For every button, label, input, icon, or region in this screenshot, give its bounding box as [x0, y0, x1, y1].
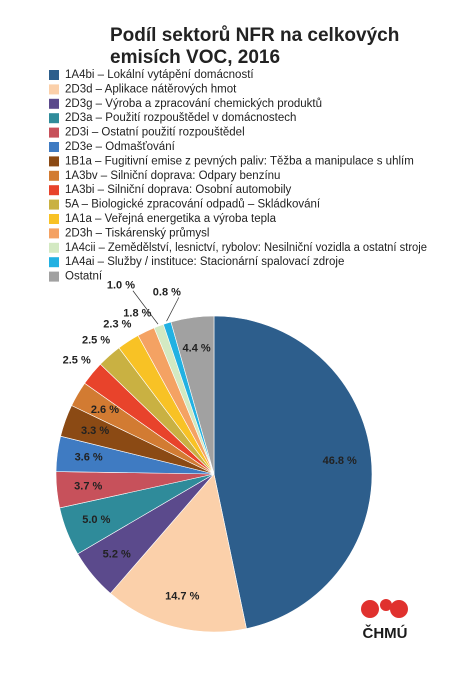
value-label: 5.2 % [103, 549, 131, 561]
legend-label: 1A1a – Veřejná energetika a výroba tepla [65, 213, 277, 225]
legend-label: 5A – Biologické zpracování odpadů – Sklá… [65, 199, 321, 211]
legend-label: 2D3e – Odmašťování [65, 141, 176, 153]
leader-line [166, 297, 180, 322]
legend-label: 2D3g – Výroba a zpracování chemických pr… [65, 98, 322, 110]
logo-dot [390, 600, 408, 618]
legend-swatch [49, 185, 59, 196]
legend-swatch [49, 142, 59, 152]
legend-label: 1A4cii – Zemědělství, lesnictví, rybolov… [65, 242, 427, 254]
legend-label: 1A4ai – Služby / instituce: Stacionární … [65, 256, 344, 268]
logo-dot [361, 600, 379, 618]
value-label: 14.7 % [165, 590, 199, 602]
legend-label: Ostatní [65, 271, 103, 283]
chart-title: emisích VOC, 2016 [110, 47, 280, 68]
value-label: 5.0 % [82, 514, 110, 526]
legend-label: 1A3bv – Silniční doprava: Odpary benzínu [65, 170, 280, 182]
logo: ČHMÚ [361, 599, 408, 642]
logo-text: ČHMÚ [363, 624, 408, 642]
leader-line [132, 290, 159, 325]
legend-swatch [49, 271, 59, 282]
legend-swatch [49, 156, 59, 167]
value-label: 3.3 % [81, 425, 109, 437]
pie-slice [213, 315, 373, 629]
legend-label: 1B1a – Fugitivní emise z pevných paliv: … [65, 155, 414, 167]
value-label: 2.5 % [82, 335, 110, 347]
legend-label: 2D3i – Ostatní použití rozpouštědel [65, 127, 245, 139]
legend-label: 2D3h – Tiskárenský průmysl [65, 227, 209, 239]
value-label: 1.0 % [107, 280, 135, 292]
legend-swatch [49, 214, 59, 224]
value-label: 3.6 % [75, 452, 103, 464]
pie-slice [170, 315, 215, 475]
legend-label: 2D3a – Použití rozpouštědel v domácnoste… [65, 112, 296, 124]
value-label: 0.8 % [153, 286, 181, 298]
value-label: 46.8 % [323, 455, 357, 467]
chart-title: Podíl sektorů NFR na celkových [110, 25, 399, 46]
legend-label: 1A3bi – Silniční doprava: Osobní automob… [65, 184, 292, 196]
legend-swatch [49, 84, 59, 95]
legend-swatch [49, 228, 59, 239]
legend-label: 1A4bi – Lokální vytápění domácností [65, 69, 254, 81]
legend-swatch [49, 170, 59, 181]
value-label: 2.6 % [91, 404, 119, 416]
legend-swatch [49, 199, 59, 210]
legend-swatch [49, 113, 59, 124]
value-label: 2.3 % [103, 318, 131, 330]
logo-dot [380, 599, 392, 611]
legend-swatch [49, 242, 59, 253]
value-label: 1.8 % [123, 307, 151, 319]
legend-swatch [49, 70, 59, 80]
legend-swatch [49, 257, 59, 268]
legend-swatch [49, 98, 59, 109]
value-label: 3.7 % [74, 481, 102, 493]
legend-swatch [49, 127, 59, 138]
value-label: 2.5 % [63, 355, 91, 367]
pie-slice [110, 473, 247, 633]
legend-label: 2D3d – Aplikace nátěrových hmot [65, 83, 237, 95]
value-label: 4.4 % [183, 343, 211, 355]
